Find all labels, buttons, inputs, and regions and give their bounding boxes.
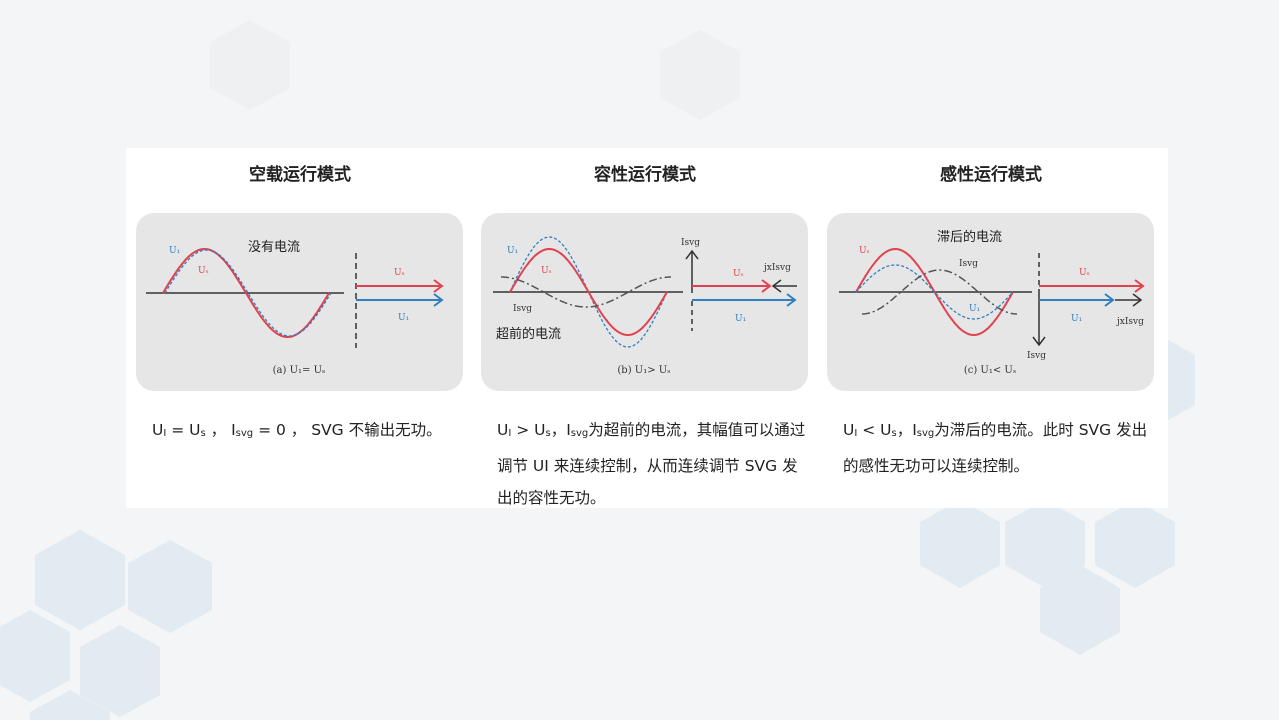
- isvg-label: Isvg: [513, 304, 532, 314]
- waveform-diagram-capacitive: U₁ Uₛ Isvg Isvg jxIsvg Uₛ U₁ 超前的电流 (b) U…: [481, 213, 808, 391]
- ui-vector-label: U₁: [735, 314, 746, 324]
- diagram-caption: (c) U₁< Uₛ: [964, 365, 1016, 376]
- diagram-svg: U₁ Uₛ Uₛ U₁ 没有电流 (a) U₁= Uₛ: [146, 240, 444, 376]
- waveform-diagram-inductive: Uₛ Isvg U₁ Isvg jxIsvg Uₛ U₁ 滞后的电流 (c) U…: [827, 213, 1154, 391]
- ui-label: U₁: [169, 246, 180, 256]
- mode-description: UI > Us，Isvg为超前的电流，其幅值可以通过调节 UI 来连续控制，从而…: [497, 414, 807, 514]
- isvg-wave: [861, 269, 1018, 315]
- us-vector-label: Uₛ: [733, 269, 744, 279]
- desc-text: U: [843, 421, 855, 439]
- isvg-vector-label: Isvg: [681, 238, 700, 248]
- us-label: Uₛ: [198, 266, 209, 276]
- desc-sub: I: [163, 428, 167, 439]
- isvg-vector-label: Isvg: [1027, 351, 1046, 361]
- desc-text: ，I: [550, 421, 571, 439]
- diagram-note: 超前的电流: [496, 326, 561, 342]
- us-wave: [162, 247, 330, 339]
- ui-label: U₁: [969, 304, 980, 314]
- desc-text: 为超前的电流，其幅值可以通过调节 UI 来连续控制，从而连续调节 SVG 发出的…: [497, 421, 806, 507]
- mode-description: UI < Us，Isvg为滞后的电流。此时 SVG 发出的感性无功可以连续控制。: [843, 414, 1153, 482]
- us-vector-label: Uₛ: [1079, 268, 1090, 278]
- desc-text: ， I: [205, 421, 236, 439]
- desc-sub: svg: [235, 428, 254, 439]
- us-wave: [509, 247, 668, 337]
- isvg-wave: [501, 276, 671, 308]
- desc-text: 为滞后的电流。此时 SVG 发出的感性无功可以连续控制。: [843, 421, 1148, 475]
- waveform-diagram-no-load: U₁ Uₛ Uₛ U₁ 没有电流 (a) U₁= Uₛ: [136, 213, 463, 391]
- desc-sub: svg: [570, 428, 589, 439]
- mode-title: 空载运行模式: [249, 165, 351, 185]
- desc-sub: I: [854, 428, 858, 439]
- desc-sub: s: [545, 428, 551, 439]
- diagram-svg: Uₛ Isvg U₁ Isvg jxIsvg Uₛ U₁ 滞后的电流 (c) U…: [839, 229, 1145, 376]
- diagram-svg: U₁ Uₛ Isvg Isvg jxIsvg Uₛ U₁ 超前的电流 (b) U…: [493, 236, 797, 376]
- us-vector-label: Uₛ: [394, 268, 405, 278]
- desc-text: U: [152, 421, 164, 439]
- diagram-caption: (a) U₁= Uₛ: [273, 365, 326, 376]
- desc-text: > U: [511, 421, 546, 439]
- ui-vector-label: U₁: [398, 313, 409, 323]
- ui-vector-label: U₁: [1071, 314, 1082, 324]
- ui-wave: [509, 236, 668, 348]
- jx-isvg-label: jxIsvg: [763, 263, 791, 273]
- desc-text: ，I: [896, 421, 917, 439]
- mode-title: 感性运行模式: [940, 165, 1042, 185]
- desc-sub: s: [891, 428, 897, 439]
- us-label: Uₛ: [541, 266, 552, 276]
- jx-isvg-label: jxIsvg: [1116, 317, 1144, 327]
- desc-text: = U: [166, 421, 201, 439]
- ui-label: U₁: [507, 246, 518, 256]
- desc-sub: s: [200, 428, 206, 439]
- desc-text: U: [497, 421, 509, 439]
- isvg-label: Isvg: [959, 259, 978, 269]
- desc-text: < U: [857, 421, 892, 439]
- ui-wave: [164, 249, 332, 337]
- content-sheet: 空载运行模式 U₁ Uₛ Uₛ U₁ 没有电流 (a) U₁= Uₛ UI = …: [126, 148, 1168, 508]
- desc-text: = 0 ， SVG 不输出无功。: [253, 421, 442, 439]
- ui-wave: [855, 264, 1014, 320]
- us-label: Uₛ: [859, 246, 870, 256]
- desc-sub: svg: [916, 428, 935, 439]
- diagram-note: 没有电流: [248, 240, 300, 255]
- diagram-note: 滞后的电流: [937, 229, 1002, 245]
- desc-sub: I: [508, 428, 512, 439]
- mode-title: 容性运行模式: [594, 165, 696, 185]
- diagram-caption: (b) U₁> Uₛ: [617, 365, 670, 376]
- mode-description: UI = Us ， Isvg = 0 ， SVG 不输出无功。: [152, 414, 462, 450]
